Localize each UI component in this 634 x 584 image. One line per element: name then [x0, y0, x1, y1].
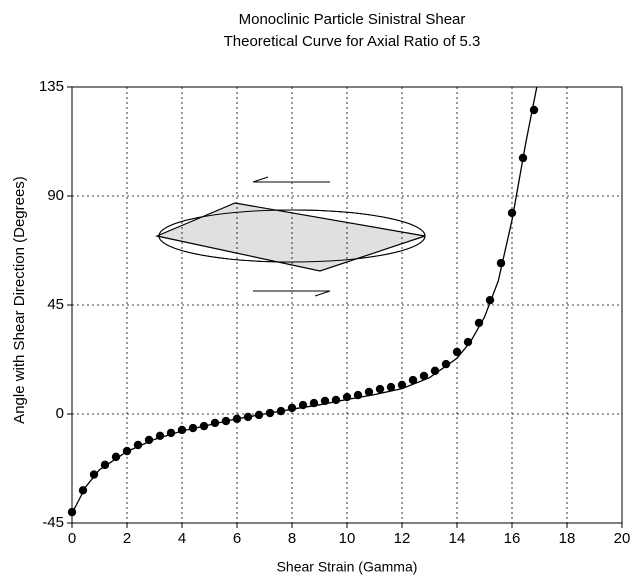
data-point: [210, 418, 220, 428]
data-point: [463, 337, 473, 347]
x-tick-label: 12: [394, 530, 411, 547]
x-tick-label: 4: [178, 530, 186, 547]
data-point: [111, 452, 121, 462]
y-tick-label: 45: [47, 296, 64, 313]
data-point: [386, 382, 396, 392]
x-axis-label: Shear Strain (Gamma): [277, 559, 418, 575]
x-tick-label: 18: [559, 530, 576, 547]
y-tick-label: -45: [42, 514, 64, 531]
x-tick-label: 0: [68, 530, 76, 547]
data-point: [474, 318, 484, 328]
inset-diagram: [155, 176, 426, 297]
chart-subtitle: Theoretical Curve for Axial Ratio of 5.3: [224, 33, 481, 50]
x-tick-label: 16: [504, 530, 521, 547]
x-tick-label: 8: [288, 530, 296, 547]
x-tick-label: 14: [449, 530, 466, 547]
chart-title: Monoclinic Particle Sinistral Shear: [239, 11, 466, 28]
data-point: [507, 208, 517, 218]
data-point: [397, 380, 407, 390]
data-point: [408, 375, 418, 385]
data-point: [364, 387, 374, 397]
x-tick-label: 10: [339, 530, 356, 547]
data-point: [452, 347, 462, 357]
data-point: [89, 470, 99, 479]
y-tick-label: 135: [39, 78, 64, 95]
y-axis-label: Angle with Shear Direction (Degrees): [11, 176, 28, 424]
data-point: [144, 435, 154, 445]
curve: [71, 86, 538, 514]
data-point: [331, 395, 341, 405]
y-tick-label: 0: [56, 405, 64, 422]
data-point: [287, 403, 297, 413]
data-point: [375, 384, 385, 394]
x-tick-label: 20: [614, 530, 631, 547]
data-point: [441, 359, 451, 369]
data-point: [419, 371, 429, 381]
y-tick-label: 90: [47, 187, 64, 204]
x-tick-label: 6: [233, 530, 241, 547]
x-tick-label: 2: [123, 530, 131, 547]
